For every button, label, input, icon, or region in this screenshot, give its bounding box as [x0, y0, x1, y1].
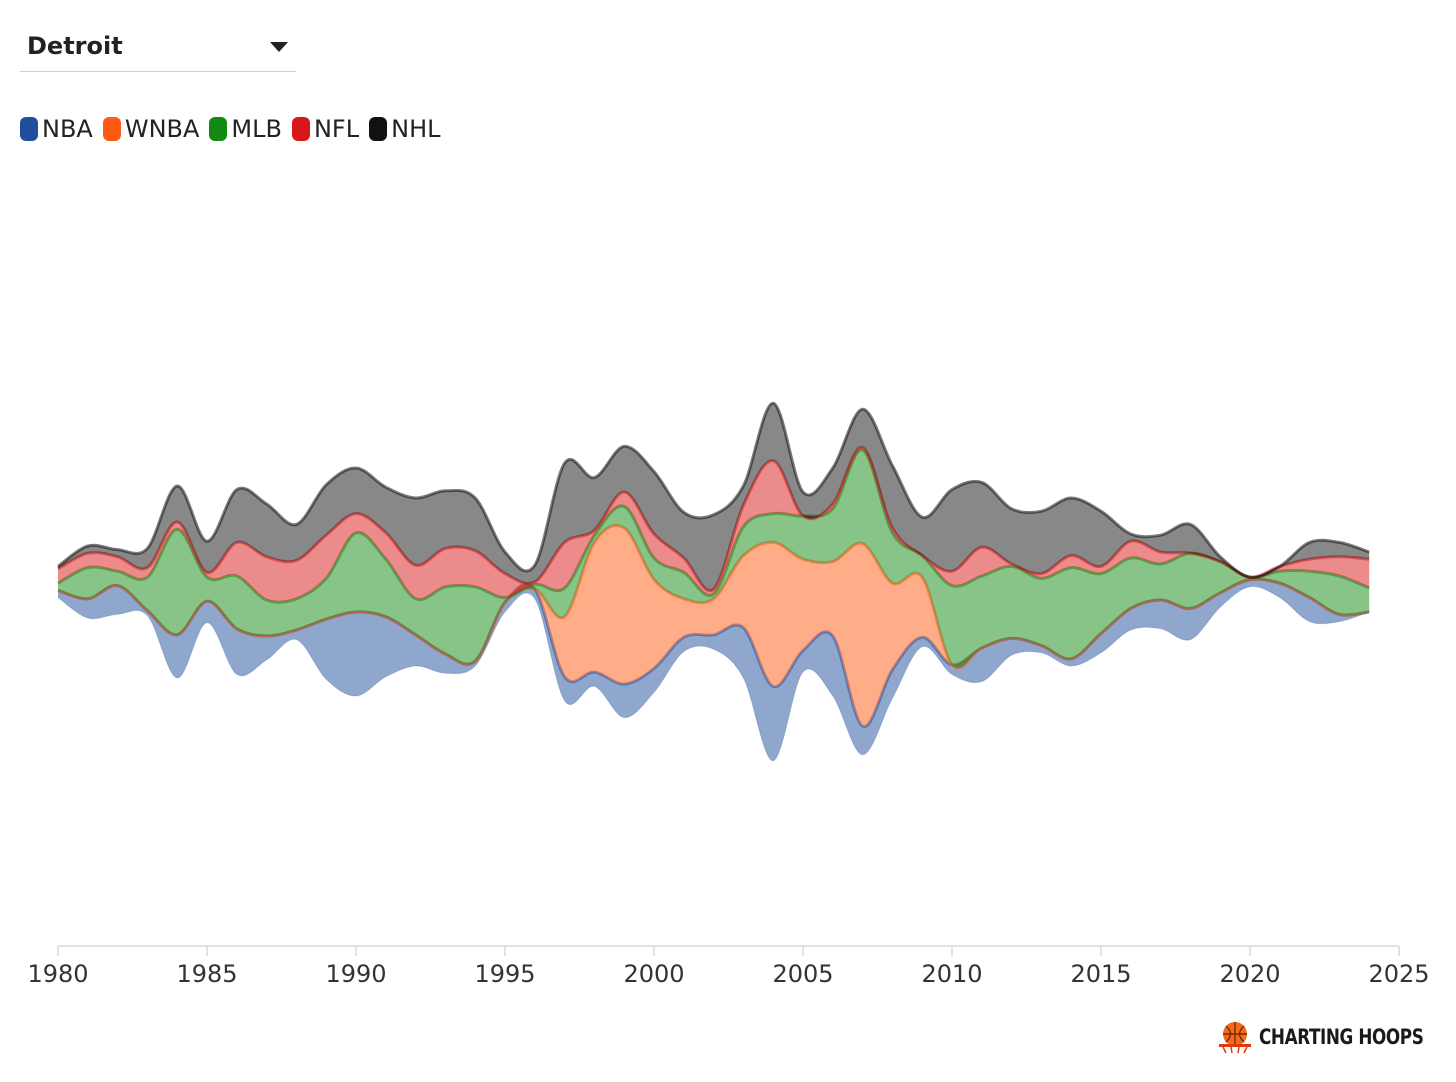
legend-swatch-nhl	[369, 117, 388, 141]
legend-label-nfl: NFL	[313, 115, 360, 143]
streamgraph-chart: 1980 1985 1990 1995 2000 2005 2010 2015 2020 2025	[27, 401, 1430, 988]
legend: NBA WNBA MLB NFL NHL	[20, 114, 450, 144]
stream-layer-nhl[interactable]	[58, 403, 1370, 591]
legend-label-nhl: NHL	[391, 115, 441, 143]
x-tick-label: 2010	[921, 960, 982, 988]
x-tick-label: 1980	[27, 960, 88, 988]
x-tick-label: 1995	[474, 960, 535, 988]
stream-layer-mlb[interactable]	[58, 449, 1370, 669]
legend-label-mlb: MLB	[231, 115, 282, 143]
city-dropdown[interactable]: Detroit	[20, 26, 296, 72]
legend-swatch-nfl	[291, 117, 310, 141]
legend-swatch-nba	[20, 117, 38, 141]
legend-item-wnba[interactable]: WNBA	[102, 115, 200, 143]
legend-swatch-mlb	[209, 117, 228, 141]
x-tick-label: 2020	[1219, 960, 1280, 988]
x-tick-label: 2025	[1368, 960, 1429, 988]
x-axis: 1980 1985 1990 1995 2000 2005 2010 2015 2020 2025	[27, 945, 1430, 988]
basketball-icon	[1219, 1022, 1251, 1054]
legend-item-nfl[interactable]: NFL	[291, 115, 360, 143]
stream-edge-nhl	[57, 401, 1370, 579]
stream-layer-wnba[interactable]	[58, 525, 1370, 727]
x-tick-label: 2015	[1070, 960, 1131, 988]
legend-item-mlb[interactable]: MLB	[209, 115, 282, 143]
legend-swatch-wnba	[102, 117, 121, 141]
legend-label-wnba: WNBA	[124, 115, 200, 143]
legend-label-nba: NBA	[42, 115, 93, 143]
legend-item-nhl[interactable]: NHL	[369, 115, 440, 143]
x-tick-label: 1990	[325, 960, 386, 988]
stream-edge-bottom	[57, 586, 1370, 762]
stream-layers	[57, 401, 1370, 762]
x-tick-label: 2005	[772, 960, 833, 988]
brand-name: CHARTING HOOPS	[1259, 1025, 1424, 1049]
x-tick-label: 1985	[176, 960, 237, 988]
chevron-down-icon[interactable]	[270, 42, 288, 52]
legend-item-nba[interactable]: NBA	[20, 115, 93, 143]
brand-logo: CHARTING HOOPS	[1217, 1020, 1434, 1054]
stream-layer-nba[interactable]	[58, 579, 1370, 761]
x-tick-label: 2000	[623, 960, 684, 988]
city-dropdown-value: Detroit	[27, 32, 123, 60]
